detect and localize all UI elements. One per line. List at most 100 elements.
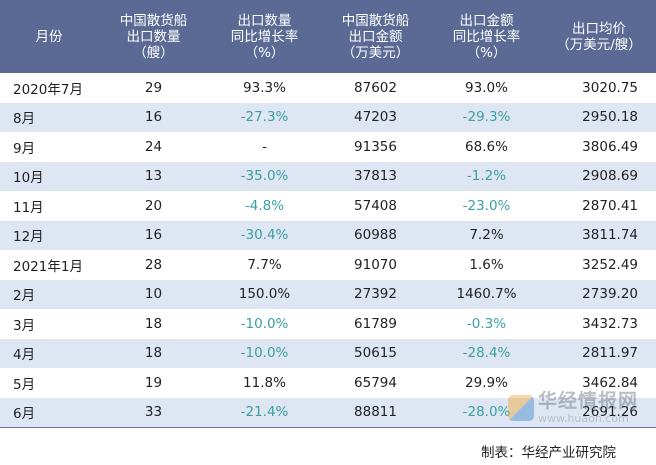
table-cell: 18: [98, 338, 209, 368]
table-cell: 18: [144, 315, 163, 332]
column-header-line: （艘）: [133, 44, 174, 61]
table-cell: 2950.18: [542, 102, 656, 132]
table-cell: 12月: [0, 220, 98, 250]
table-cell: -28.4%: [431, 338, 542, 368]
column-header: 中国散货船 出口金额 （万美元）: [320, 0, 431, 73]
table-cell: -29.3%: [431, 102, 542, 132]
table-cell: 150.0%: [209, 279, 320, 309]
table-cell: 93.0%: [465, 79, 508, 96]
table-cell: 13: [98, 161, 209, 191]
column-header-line: 中国散货船: [341, 12, 410, 29]
table-row: 12月 16 -30.4% 60988 7.2% 3811.74: [0, 220, 656, 250]
column-header: 出口金额 同比增长率 （%）: [431, 0, 542, 73]
table-cell: 60988: [320, 220, 431, 250]
table-cell: -: [262, 138, 267, 155]
table-cell: 16: [98, 102, 209, 132]
table-cell: -23.0%: [462, 197, 511, 214]
table-cell: -10.0%: [240, 315, 289, 332]
column-header: 出口均价 （万美元/艘）: [542, 0, 656, 73]
table-cell: -27.3%: [209, 102, 320, 132]
table-cell: 2908.69: [542, 161, 656, 191]
table-cell: 11月: [13, 199, 44, 216]
table-cell: 2020年7月: [13, 81, 83, 98]
table-cell: -35.0%: [209, 161, 320, 191]
table-cell: 10: [98, 279, 209, 309]
table-cell: 2739.20: [542, 279, 656, 309]
table-cell: 6月: [0, 397, 98, 428]
data-table: 月份 中国散货船 出口数量 （艘） 出口数量 同比增长率 （%） 中国散货船 出口金额 （万美元）…: [0, 0, 656, 428]
column-header-line: 中国散货船: [119, 12, 188, 29]
table-cell: -1.2%: [431, 161, 542, 191]
table-cell: 3432.73: [582, 315, 638, 332]
logo-icon: [507, 395, 534, 421]
table-cell: 47203: [320, 102, 431, 132]
table-row: 4月 18 -10.0% 50615 -28.4% 2811.97: [0, 338, 656, 368]
table-cell: 11.8%: [243, 374, 286, 391]
table-cell: 68.6%: [465, 138, 508, 155]
table-cell: 5月: [13, 376, 36, 393]
table-cell: 1.6%: [469, 256, 504, 273]
table-cell: 3252.49: [582, 256, 638, 273]
column-header-line: 出口数量: [126, 28, 181, 45]
table-body: 2020年7月 29 93.3% 87602 93.0% 3020.75 8月 16 -27.3…: [0, 73, 656, 428]
table-cell: 3811.74: [542, 220, 656, 250]
table-cell: 65794: [354, 374, 397, 391]
column-header-line: 月份: [35, 28, 63, 45]
watermark-url: www.huaon.com: [537, 412, 629, 425]
table-cell: 91070: [354, 256, 397, 273]
table-cell: 93.3%: [243, 79, 286, 96]
table-cell: 20: [144, 197, 163, 214]
table-cell: -28.0%: [431, 397, 542, 428]
column-header-line: （%）: [244, 44, 285, 61]
table-cell: 2870.41: [582, 197, 638, 214]
column-header: 出口数量 同比增长率 （%）: [209, 0, 320, 73]
table-cell: -21.4%: [209, 397, 320, 428]
table-cell: 29: [144, 79, 163, 96]
column-header-line: （万美元）: [341, 44, 410, 61]
table-row: 3月 18 -10.0% 61789 -0.3% 3432.73: [0, 309, 656, 339]
table-cell: 27392: [320, 279, 431, 309]
table-cell: 19: [144, 374, 163, 391]
table-row: 2021年1月 28 7.7% 91070 1.6% 3252.49: [0, 250, 656, 280]
table-cell: 87602: [354, 79, 397, 96]
table-cell: 2811.97: [542, 338, 656, 368]
table-cell: 3806.49: [582, 138, 638, 155]
table-cell: 37813: [320, 161, 431, 191]
table-cell: 2021年1月: [13, 258, 83, 275]
table-cell: 3月: [13, 317, 36, 334]
table-cell: 1460.7%: [431, 279, 542, 309]
table-cell: 4月: [0, 338, 98, 368]
column-header-line: 出口金额: [348, 28, 403, 45]
table-cell: 57408: [354, 197, 397, 214]
table-row: 2020年7月 29 93.3% 87602 93.0% 3020.75: [0, 73, 656, 103]
table-cell: 3020.75: [582, 79, 638, 96]
column-header: 月份: [0, 0, 98, 73]
table-row: 9月 24 - 91356 68.6% 3806.49: [0, 132, 656, 162]
table-cell: 2月: [0, 279, 98, 309]
column-header-line: 同比增长率: [452, 28, 521, 45]
table-cell: 29.9%: [465, 374, 508, 391]
table-cell: 7.7%: [247, 256, 282, 273]
table-cell: 28: [144, 256, 163, 273]
table-row: 11月 20 -4.8% 57408 -23.0% 2870.41: [0, 191, 656, 221]
table-row: 8月 16 -27.3% 47203 -29.3% 2950.18: [0, 102, 656, 132]
column-header-line: （万美元/艘）: [556, 36, 642, 53]
table-cell: -4.8%: [244, 197, 285, 214]
table-row: 5月 19 11.8% 65794 29.9% 3462.84: [0, 368, 656, 398]
table-row: 2月 10 150.0% 27392 1460.7% 2739.20: [0, 279, 656, 309]
table-cell: 7.2%: [431, 220, 542, 250]
table-cell: 88811: [320, 397, 431, 428]
table-cell: 16: [98, 220, 209, 250]
column-header-line: 出口均价: [572, 20, 626, 37]
table-row: 6月 33 -21.4% 88811 -28.0% 2691.26: [0, 397, 656, 428]
column-header-line: 同比增长率: [230, 28, 299, 45]
table-cell: 3462.84: [582, 374, 638, 391]
watermark: 华经情报网 www.huaon.com: [507, 392, 638, 425]
table-cell: 2691.26: [542, 397, 656, 428]
table-header-row: 月份 中国散货船 出口数量 （艘） 出口数量 同比增长率 （%） 中国散货船 出口金额 （万美元）…: [0, 0, 656, 73]
table-cell: 61789: [354, 315, 397, 332]
column-header-line: 出口数量: [237, 12, 292, 29]
column-header-line: 出口金额: [459, 12, 514, 29]
table-cell: 24: [144, 138, 163, 155]
table-cell: 10月: [0, 161, 98, 191]
